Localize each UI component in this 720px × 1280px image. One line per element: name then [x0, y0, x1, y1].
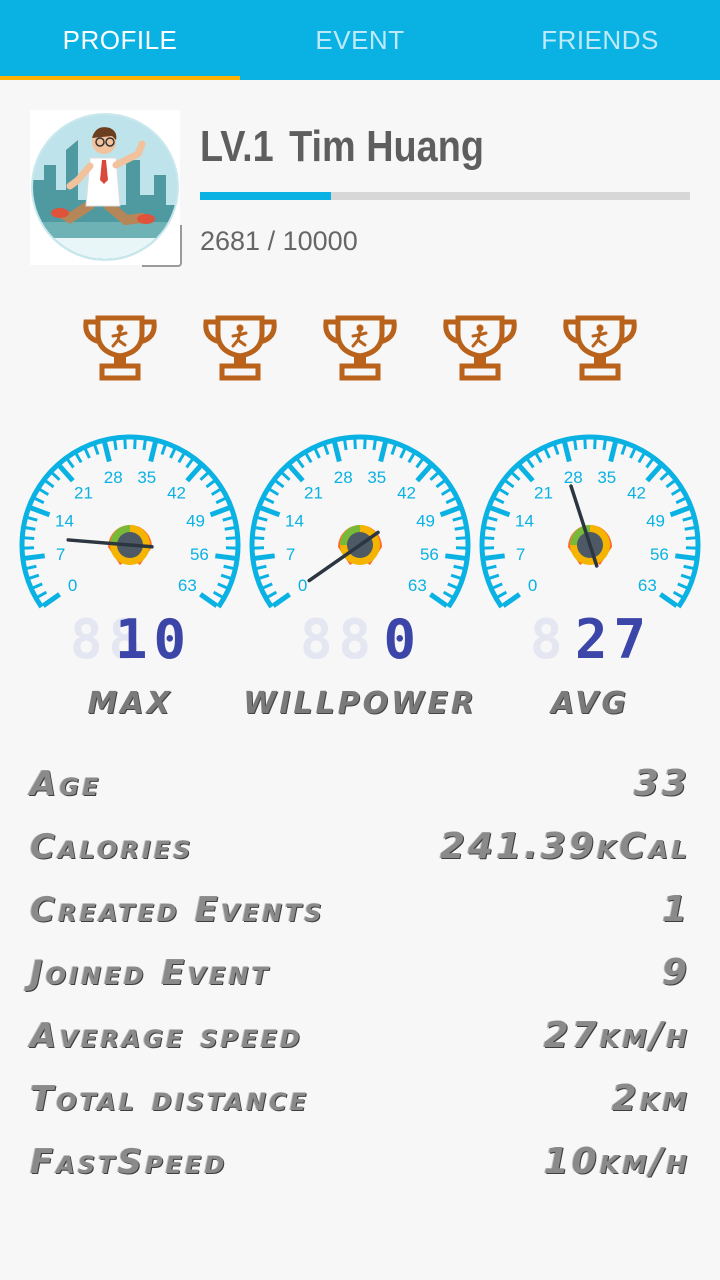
gauge-tick-label: 7	[56, 545, 65, 564]
gauge-tick-label: 49	[416, 511, 435, 530]
stat-label: FastSpeed	[30, 1141, 228, 1182]
gauge-tick-label: 35	[137, 468, 156, 487]
avg-digits-ghost: 8	[530, 608, 569, 671]
gauge-tick-label: 56	[190, 545, 209, 564]
gauge-needle	[307, 530, 380, 583]
gauge-tick-label: 35	[597, 468, 616, 487]
gauge-tick-label: 28	[104, 468, 123, 487]
max-label: MAX	[87, 686, 173, 721]
gauge-tick-label: 42	[627, 484, 646, 503]
willpower-gauge: 0 7 14 21 28 35 42 49 56 63	[240, 425, 480, 625]
willpower-digits-value: 0	[383, 608, 422, 671]
avg-digits: 8 27	[530, 608, 652, 671]
user-name: Tim Huang	[289, 122, 484, 171]
stat-value: 33	[633, 763, 690, 804]
stats-list: Age 33 Calories 241.39kCal Created Event…	[30, 752, 690, 1193]
tab-event[interactable]: EVENT	[315, 24, 405, 55]
gauge-needle	[66, 538, 154, 549]
gauge-tick-label: 21	[534, 484, 553, 503]
stat-label: Calories	[30, 826, 194, 867]
willpower-digits-ghost: 88	[300, 608, 378, 671]
gauge-tick-label: 7	[516, 545, 525, 564]
avg-digits-value: 27	[574, 608, 652, 671]
stat-label: Age	[30, 763, 102, 804]
gauge-tick-label: 0	[528, 576, 537, 595]
gauge-tick-label: 63	[638, 576, 657, 595]
gauge-tick-label: 0	[68, 576, 77, 595]
gauge-tick-label: 28	[564, 468, 583, 487]
level-label: LV.1	[200, 122, 274, 171]
gauge-row: 0 7 14 21 28 35 42 49 56 63 0 7 14 21 28 35 42 49 56 63 0 7 14…	[0, 425, 720, 625]
gauge-tick-label: 56	[420, 545, 439, 564]
gauge-tick-label: 28	[334, 468, 353, 487]
stat-row-created-events: Created Events 1	[30, 878, 690, 941]
trophy-row	[60, 312, 660, 392]
trophy-icon	[203, 315, 277, 381]
max-digits-value: 10	[114, 608, 192, 671]
avatar-edit-corner	[142, 225, 182, 267]
trophy-icon	[323, 315, 397, 381]
stat-label: Average speed	[30, 1015, 303, 1056]
stat-label: Created Events	[30, 889, 325, 930]
willpower-digits: 88 0	[300, 608, 422, 671]
max-digits-ghost: 88	[70, 608, 148, 671]
avatar[interactable]	[30, 110, 180, 265]
stat-row-calories: Calories 241.39kCal	[30, 815, 690, 878]
xp-separator: /	[267, 226, 276, 256]
xp-current: 2681	[200, 226, 261, 256]
stat-value: 27km/h	[543, 1015, 690, 1056]
tab-friends[interactable]: FRIENDS	[541, 24, 659, 55]
gauge-tick-label: 42	[397, 484, 416, 503]
gauge-needle	[569, 484, 599, 568]
gauge-tick-label: 21	[304, 484, 323, 503]
stat-value: 9	[661, 952, 690, 993]
gauge-tick-label: 14	[515, 511, 534, 530]
xp-text: 2681 / 10000	[200, 226, 358, 257]
gauge-tick-label: 14	[55, 511, 74, 530]
avg-gauge: 0 7 14 21 28 35 42 49 56 63	[470, 425, 710, 625]
gauge-tick-label: 35	[367, 468, 386, 487]
gauge-tick-label: 14	[285, 511, 304, 530]
max-gauge: 0 7 14 21 28 35 42 49 56 63	[10, 425, 250, 625]
xp-progress-bar	[200, 192, 690, 200]
willpower-label: WILLPOWER	[243, 686, 477, 721]
tab-bar: PROFILE EVENT FRIENDS	[0, 0, 720, 80]
stat-value: 10km/h	[543, 1141, 690, 1182]
stat-value: 1	[661, 889, 690, 930]
stat-row-total-distance: Total distance 2km	[30, 1067, 690, 1130]
user-title: LV.1 Tim Huang	[200, 122, 484, 172]
gauge-tick-label: 42	[167, 484, 186, 503]
runner-avatar-illustration	[31, 113, 179, 261]
trophy-icon	[83, 315, 157, 381]
max-digits: 88 10	[70, 608, 192, 671]
stat-row-age: Age 33	[30, 752, 690, 815]
gauge-tick-label: 63	[178, 576, 197, 595]
stat-label: Joined Event	[30, 952, 271, 993]
gauge-tick-label: 49	[186, 511, 205, 530]
xp-max: 10000	[282, 226, 358, 256]
trophy-icon	[563, 315, 637, 381]
stat-value: 2km	[611, 1078, 690, 1119]
stat-row-average-speed: Average speed 27km/h	[30, 1004, 690, 1067]
gauge-tick-label: 63	[408, 576, 427, 595]
stat-row-fast-speed: FastSpeed 10km/h	[30, 1130, 690, 1193]
xp-progress-fill	[200, 192, 332, 200]
stat-value: 241.39kCal	[440, 826, 690, 867]
gauge-tick-label: 21	[74, 484, 93, 503]
stat-label: Total distance	[30, 1078, 310, 1119]
gauge-tick-label: 56	[650, 545, 669, 564]
gauge-tick-label: 0	[298, 576, 307, 595]
trophy-icon	[443, 315, 517, 381]
stat-row-joined-event: Joined Event 9	[30, 941, 690, 1004]
avg-label: AVG	[550, 686, 630, 721]
gauge-tick-label: 49	[646, 511, 665, 530]
gauge-tick-label: 7	[286, 545, 295, 564]
tab-profile[interactable]: PROFILE	[0, 0, 240, 80]
